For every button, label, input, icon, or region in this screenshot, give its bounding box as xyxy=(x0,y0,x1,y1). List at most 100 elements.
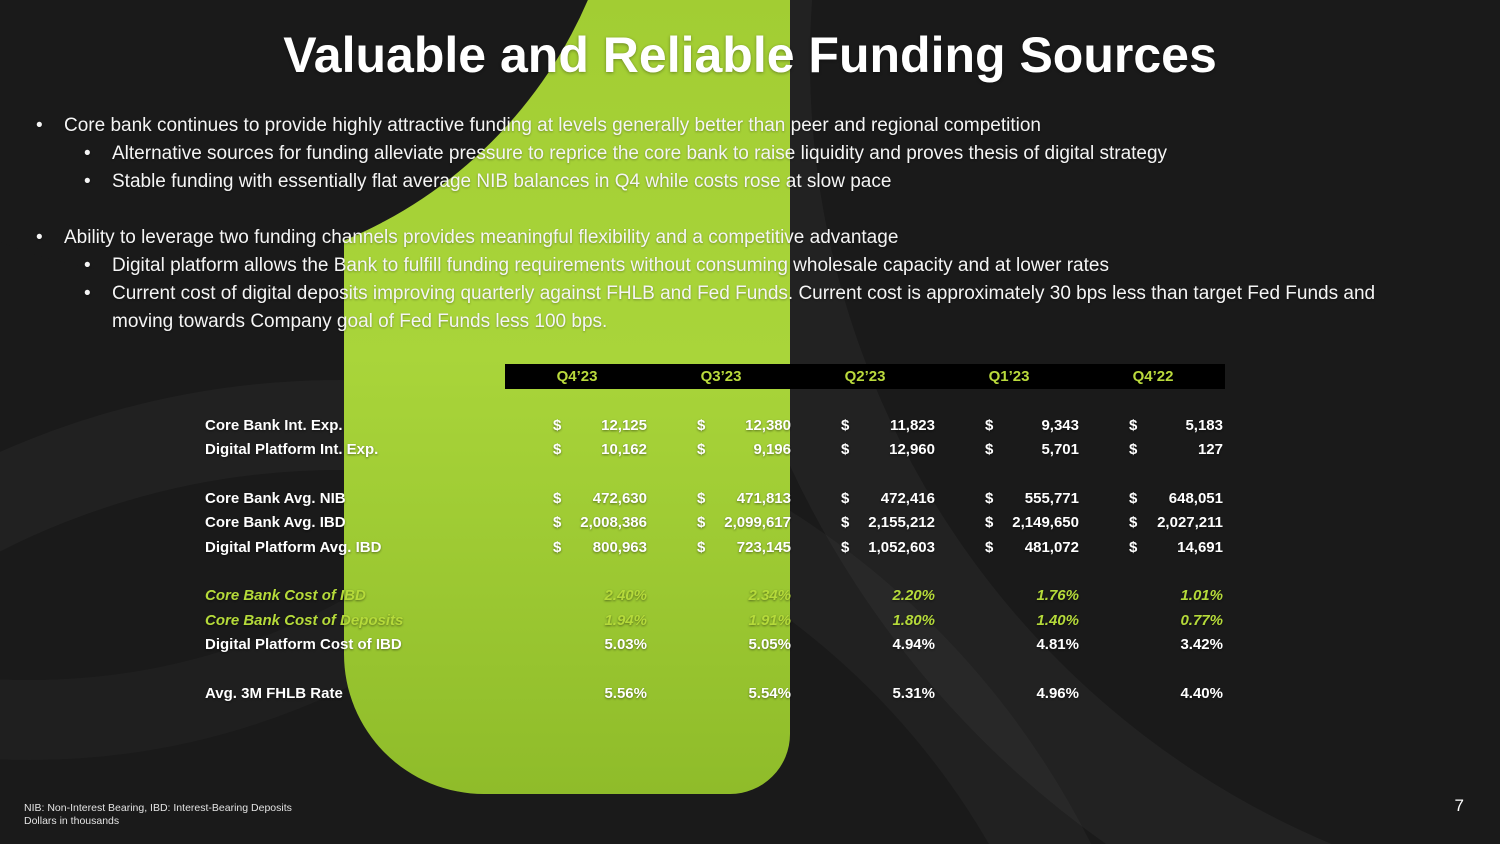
dollar-sign: $ xyxy=(985,538,994,556)
value-cell: $2,008,386 xyxy=(505,514,649,531)
dollar-sign: $ xyxy=(841,441,850,459)
value-text: 1.91% xyxy=(748,611,791,629)
value-text: 1.94% xyxy=(604,611,647,629)
value-cell: $555,771 xyxy=(937,490,1081,507)
value-cell: $648,051 xyxy=(1081,490,1225,507)
bullet-marker: • xyxy=(84,143,91,164)
row-label: Digital Platform Int. Exp. xyxy=(205,441,379,459)
bullet-text: Current cost of digital deposits improvi… xyxy=(112,283,1376,332)
dollar-sign: $ xyxy=(841,416,850,434)
value-cell: 2.20% xyxy=(793,587,937,604)
value-text: 4.81% xyxy=(1036,636,1079,654)
bullet-group-gap xyxy=(36,196,1460,224)
value-cell: 2.34% xyxy=(649,587,793,604)
value-text: 2,008,386 xyxy=(580,514,647,532)
value-text: 1.40% xyxy=(1036,611,1079,629)
dollar-sign: $ xyxy=(553,538,562,556)
table-row: Core Bank Cost of Deposits 1.94% 1.91% 1.80… xyxy=(205,608,1225,633)
value-text: 2,027,211 xyxy=(1157,514,1223,532)
value-text: 2.34% xyxy=(748,587,791,605)
dollar-sign: $ xyxy=(697,538,706,556)
value-cell: $12,960 xyxy=(793,441,937,458)
value-text: 472,630 xyxy=(592,489,647,507)
bullet-text: Alternative sources for funding alleviat… xyxy=(112,143,1168,164)
table-header-corner xyxy=(205,364,505,389)
value-text: 723,145 xyxy=(736,538,791,556)
dollar-sign: $ xyxy=(553,441,562,459)
value-cell: 5.31% xyxy=(793,685,937,702)
dollar-sign: $ xyxy=(697,514,706,532)
table-row: Avg. 3M FHLB Rate 5.56% 5.54% 5.31% 4.96% 4.4… xyxy=(205,681,1225,706)
value-cell: $2,155,212 xyxy=(793,514,937,531)
value-cell: 1.80% xyxy=(793,612,937,629)
table-spacer-row xyxy=(205,657,1225,681)
bullet-marker: • xyxy=(36,115,43,136)
value-text: 2,149,650 xyxy=(1012,514,1079,532)
value-cell: $2,149,650 xyxy=(937,514,1081,531)
value-text: 3.42% xyxy=(1180,636,1223,654)
value-text: 4.96% xyxy=(1036,684,1079,702)
value-cell: 2.40% xyxy=(505,587,649,604)
table-spacer-row xyxy=(205,560,1225,584)
value-cell: 4.81% xyxy=(937,636,1081,653)
column-header: Q1’23 xyxy=(937,364,1081,389)
value-cell: $14,691 xyxy=(1081,539,1225,556)
value-cell: $723,145 xyxy=(649,539,793,556)
value-cell: 5.56% xyxy=(505,685,649,702)
value-text: 5.31% xyxy=(892,684,935,702)
dollar-sign: $ xyxy=(985,489,994,507)
value-text: 5.03% xyxy=(604,636,647,654)
column-header: Q4’23 xyxy=(505,364,649,389)
bullet-marker: • xyxy=(36,227,43,248)
value-cell: 4.96% xyxy=(937,685,1081,702)
bullet-marker: • xyxy=(84,171,91,192)
row-label: Core Bank Avg. IBD xyxy=(205,514,346,532)
value-cell: 5.03% xyxy=(505,636,649,653)
row-label: Digital Platform Avg. IBD xyxy=(205,538,382,556)
dollar-sign: $ xyxy=(697,416,706,434)
row-label: Core Bank Int. Exp. xyxy=(205,416,343,434)
value-text: 5.56% xyxy=(604,684,647,702)
value-text: 12,380 xyxy=(745,416,791,434)
value-text: 127 xyxy=(1197,441,1223,459)
value-text: 2.40% xyxy=(604,587,647,605)
bullet-item: • Core bank continues to provide highly a… xyxy=(36,112,1460,140)
value-text: 12,960 xyxy=(889,441,935,459)
value-text: 9,343 xyxy=(1041,416,1079,434)
value-text: 10,162 xyxy=(601,441,647,459)
value-text: 1.01% xyxy=(1180,587,1223,605)
bullet-text: Stable funding with essentially flat ave… xyxy=(112,171,892,192)
value-text: 2.20% xyxy=(892,587,935,605)
value-cell: $481,072 xyxy=(937,539,1081,556)
value-text: 2,099,617 xyxy=(724,514,791,532)
value-cell: $2,027,211 xyxy=(1081,514,1225,531)
table-row: Digital Platform Cost of IBD 5.03% 5.05% 4.… xyxy=(205,633,1225,658)
value-cell: $1,052,603 xyxy=(793,539,937,556)
table-row: Core Bank Int. Exp. $12,125 $12,380 $11,823… xyxy=(205,413,1225,438)
value-cell: $12,380 xyxy=(649,417,793,434)
value-cell: 1.40% xyxy=(937,612,1081,629)
bullet-text: Ability to leverage two funding channels… xyxy=(64,227,899,248)
value-cell: $9,343 xyxy=(937,417,1081,434)
dollar-sign: $ xyxy=(697,489,706,507)
value-text: 5,183 xyxy=(1185,416,1223,434)
value-text: 555,771 xyxy=(1024,489,1079,507)
footnote: NIB: Non-Interest Bearing, IBD: Interest… xyxy=(24,802,292,828)
value-text: 14,691 xyxy=(1177,538,1223,556)
value-text: 800,963 xyxy=(592,538,647,556)
value-text: 481,072 xyxy=(1024,538,1079,556)
value-cell: $10,162 xyxy=(505,441,649,458)
value-text: 5.05% xyxy=(748,636,791,654)
dollar-sign: $ xyxy=(985,441,994,459)
value-cell: $5,183 xyxy=(1081,417,1225,434)
value-text: 0.77% xyxy=(1180,611,1223,629)
value-text: 1.80% xyxy=(892,611,935,629)
table-row: Core Bank Cost of IBD 2.40% 2.34% 2.20% 1.76… xyxy=(205,584,1225,609)
value-cell: 1.91% xyxy=(649,612,793,629)
value-cell: $471,813 xyxy=(649,490,793,507)
value-text: 648,051 xyxy=(1168,489,1223,507)
table-header-bar: Q4’23 Q3’23 Q2’23 Q1’23 Q4’22 xyxy=(205,364,1225,389)
value-cell: $11,823 xyxy=(793,417,937,434)
value-cell: $800,963 xyxy=(505,539,649,556)
row-label: Core Bank Cost of IBD xyxy=(205,587,366,605)
